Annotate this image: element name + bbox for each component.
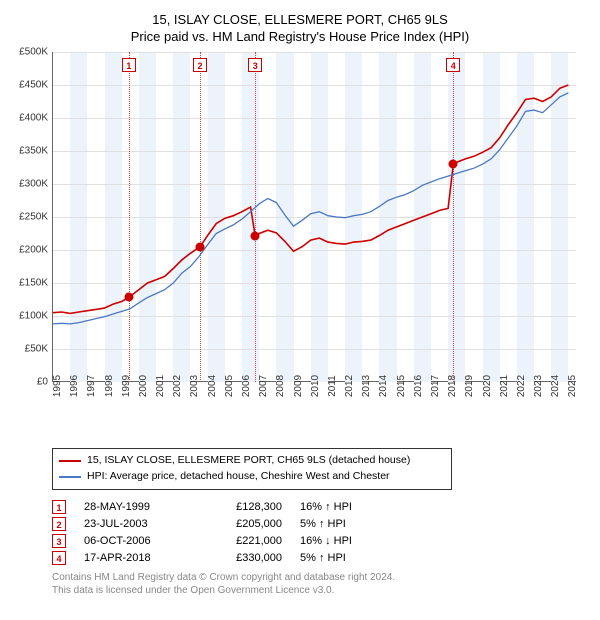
y-tick-label: £250K: [19, 212, 48, 223]
y-tick-label: £50K: [25, 344, 48, 355]
y-tick-label: £450K: [19, 80, 48, 91]
sales-row-index: 1: [52, 500, 66, 514]
legend-swatch: [59, 460, 81, 462]
sale-marker-box: 4: [446, 58, 460, 72]
sales-table: 1 28-MAY-1999 £128,300 16% ↑ HPI 2 23-JUL-200…: [52, 500, 590, 565]
y-tick-label: £150K: [19, 278, 48, 289]
legend: 15, ISLAY CLOSE, ELLESMERE PORT, CH65 9L…: [52, 448, 452, 490]
y-tick-label: £200K: [19, 245, 48, 256]
sale-dot: [196, 242, 205, 251]
sales-row: 2 23-JUL-2003 £205,000 5% ↑ HPI: [52, 517, 590, 531]
sales-row: 3 06-OCT-2006 £221,000 16% ↓ HPI: [52, 534, 590, 548]
plot-area: 1 2 3 4: [52, 52, 576, 382]
sales-row-date: 23-JUL-2003: [84, 518, 184, 530]
sales-row-date: 17-APR-2018: [84, 552, 184, 564]
y-tick-label: £400K: [19, 113, 48, 124]
y-tick-label: £300K: [19, 179, 48, 190]
y-tick-label: £100K: [19, 311, 48, 322]
sales-row-hpi: 5% ↑ HPI: [300, 552, 390, 564]
legend-swatch: [59, 476, 81, 478]
legend-label: 15, ISLAY CLOSE, ELLESMERE PORT, CH65 9L…: [87, 453, 410, 469]
y-axis-labels: £0£50K£100K£150K£200K£250K£300K£350K£400…: [10, 52, 52, 382]
sale-dot: [449, 160, 458, 169]
sale-dot: [124, 293, 133, 302]
sales-row-hpi: 5% ↑ HPI: [300, 518, 390, 530]
sale-marker-box: 3: [248, 58, 262, 72]
sales-row-date: 06-OCT-2006: [84, 535, 184, 547]
sales-row-index: 3: [52, 534, 66, 548]
legend-row: HPI: Average price, detached house, Ches…: [59, 469, 445, 485]
y-tick-label: £350K: [19, 146, 48, 157]
sales-row-price: £128,300: [202, 501, 282, 513]
sale-marker-box: 1: [122, 58, 136, 72]
sales-row-date: 28-MAY-1999: [84, 501, 184, 513]
footer-line2: This data is licensed under the Open Gov…: [52, 584, 590, 597]
sales-row-index: 2: [52, 517, 66, 531]
sales-row-price: £221,000: [202, 535, 282, 547]
sales-row-hpi: 16% ↑ HPI: [300, 501, 390, 513]
y-tick-label: £500K: [19, 47, 48, 58]
sales-row-index: 4: [52, 551, 66, 565]
series-property: [53, 85, 568, 313]
sales-row: 1 28-MAY-1999 £128,300 16% ↑ HPI: [52, 500, 590, 514]
sales-row: 4 17-APR-2018 £330,000 5% ↑ HPI: [52, 551, 590, 565]
footer: Contains HM Land Registry data © Crown c…: [52, 571, 590, 597]
sale-dot: [251, 232, 260, 241]
sales-row-hpi: 16% ↓ HPI: [300, 535, 390, 547]
legend-row: 15, ISLAY CLOSE, ELLESMERE PORT, CH65 9L…: [59, 453, 445, 469]
price-chart: £0 £50K £100K £150K £200K £250K £300K £350K £400…: [10, 52, 590, 442]
sales-row-price: £330,000: [202, 552, 282, 564]
sales-row-price: £205,000: [202, 518, 282, 530]
legend-label: HPI: Average price, detached house, Ches…: [87, 469, 390, 485]
series-hpi: [53, 93, 568, 324]
page-subtitle: Price paid vs. HM Land Registry's House …: [10, 29, 590, 44]
page-title: 15, ISLAY CLOSE, ELLESMERE PORT, CH65 9L…: [10, 12, 590, 27]
sale-marker-box: 2: [193, 58, 207, 72]
footer-line1: Contains HM Land Registry data © Crown c…: [52, 571, 590, 584]
chart-svg: [53, 52, 577, 382]
y-tick-label: £0: [37, 377, 48, 388]
